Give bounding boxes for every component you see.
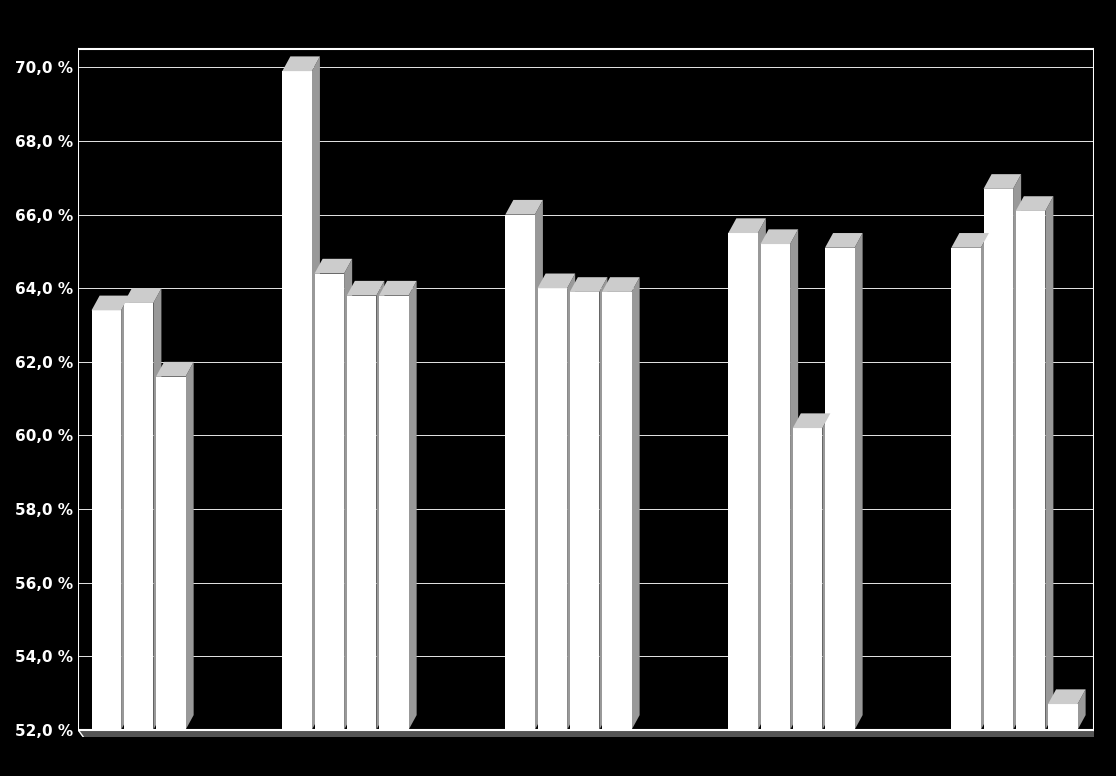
Polygon shape: [981, 233, 989, 730]
Bar: [825, 248, 855, 730]
Bar: [506, 215, 535, 730]
Polygon shape: [506, 200, 542, 215]
Bar: [315, 273, 344, 730]
Polygon shape: [282, 57, 320, 71]
Bar: [92, 310, 122, 730]
Polygon shape: [538, 273, 575, 288]
Bar: [729, 233, 758, 730]
Polygon shape: [347, 281, 384, 296]
Polygon shape: [379, 281, 416, 296]
Polygon shape: [729, 218, 766, 233]
Polygon shape: [760, 230, 798, 244]
Polygon shape: [315, 259, 353, 273]
Polygon shape: [535, 200, 542, 730]
Bar: [1048, 704, 1078, 730]
Bar: [282, 71, 311, 730]
Bar: [602, 292, 632, 730]
Polygon shape: [792, 414, 830, 428]
Bar: [983, 189, 1013, 730]
Polygon shape: [376, 281, 384, 730]
Polygon shape: [1016, 196, 1054, 211]
Bar: [156, 376, 185, 730]
Polygon shape: [153, 288, 162, 730]
Polygon shape: [599, 277, 607, 730]
Polygon shape: [602, 277, 639, 292]
Polygon shape: [1048, 689, 1086, 704]
Polygon shape: [825, 233, 863, 248]
Polygon shape: [570, 277, 607, 292]
Bar: [1016, 211, 1046, 730]
Polygon shape: [185, 362, 194, 730]
Polygon shape: [78, 730, 1115, 759]
Polygon shape: [122, 296, 129, 730]
Polygon shape: [790, 230, 798, 730]
Polygon shape: [408, 281, 416, 730]
Polygon shape: [124, 288, 162, 303]
Bar: [760, 244, 790, 730]
Polygon shape: [1046, 196, 1054, 730]
Polygon shape: [1013, 174, 1021, 730]
Polygon shape: [311, 57, 320, 730]
Polygon shape: [344, 259, 353, 730]
Polygon shape: [156, 362, 194, 376]
Polygon shape: [632, 277, 639, 730]
Polygon shape: [983, 174, 1021, 189]
Bar: [379, 296, 408, 730]
Bar: [570, 292, 599, 730]
Bar: [951, 248, 981, 730]
Bar: [792, 428, 822, 730]
Polygon shape: [567, 273, 575, 730]
Bar: [538, 288, 567, 730]
Polygon shape: [822, 414, 830, 730]
Polygon shape: [92, 296, 129, 310]
Polygon shape: [855, 233, 863, 730]
Polygon shape: [758, 218, 766, 730]
Polygon shape: [1078, 689, 1086, 730]
Bar: [124, 303, 153, 730]
Bar: [347, 296, 376, 730]
Polygon shape: [951, 233, 989, 248]
